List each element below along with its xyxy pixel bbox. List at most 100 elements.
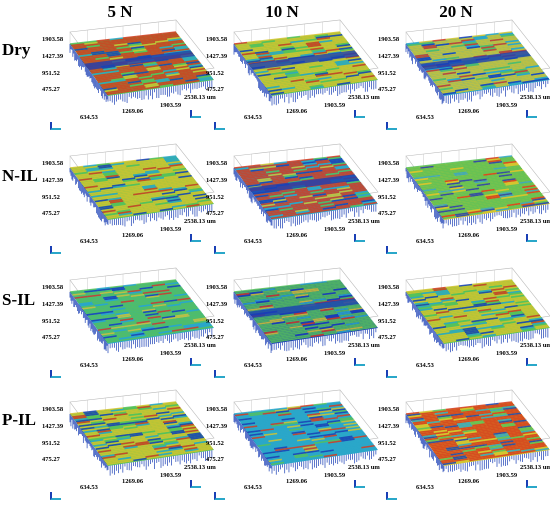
- surface-streak: [264, 330, 278, 335]
- surface-streak: [169, 163, 183, 167]
- surface-streak: [445, 407, 460, 411]
- surface-streak: [84, 431, 98, 435]
- surface-streak: [260, 306, 275, 310]
- surface-streak: [153, 445, 167, 449]
- surface-streak: [148, 439, 163, 443]
- surface-streak: [93, 301, 107, 305]
- surface-streak: [527, 67, 542, 72]
- x-tick-label: 1269.06: [458, 108, 480, 115]
- x-tick-label: 2538.13 um: [520, 218, 550, 225]
- surface-streak: [304, 287, 319, 292]
- surface-streak: [88, 295, 103, 299]
- surface-streak: [303, 408, 317, 412]
- surface-streak: [522, 60, 536, 65]
- surface-streak: [82, 306, 96, 310]
- surface-streak: [342, 193, 356, 198]
- surface-streak: [312, 439, 327, 443]
- surface-streak: [500, 440, 514, 444]
- surface-streak: [167, 284, 181, 289]
- surface-streak: [276, 79, 290, 83]
- surface-streak: [429, 423, 443, 427]
- surface-streak: [445, 304, 460, 308]
- surface-streak: [81, 426, 95, 431]
- surface-streak: [162, 192, 177, 197]
- surface-streak: [450, 330, 464, 334]
- surface-streak: [484, 69, 499, 73]
- surface-streak: [489, 286, 504, 290]
- axis-orientation-icon: [386, 370, 397, 378]
- surface-streak: [179, 441, 194, 445]
- surface-streak: [265, 46, 280, 50]
- surface-streak: [341, 316, 355, 320]
- surface-streak: [85, 310, 99, 315]
- surface-streak: [326, 49, 341, 54]
- surface-streak: [137, 197, 152, 202]
- surface-streak: [246, 58, 260, 62]
- surface-streak: [357, 318, 372, 323]
- surface-streak: [144, 187, 158, 191]
- surface-streak: [87, 189, 102, 194]
- surface-streak: [193, 318, 208, 323]
- surface-streak: [184, 76, 198, 81]
- surface-streak: [188, 433, 202, 438]
- surface-streak: [412, 174, 427, 178]
- surface-streak: [299, 299, 313, 303]
- surface-streak: [151, 159, 166, 163]
- surface-streak: [268, 49, 282, 53]
- surface-streak: [284, 175, 299, 180]
- surface-streak: [312, 50, 326, 54]
- surface-streak: [107, 443, 122, 447]
- surface-streak: [115, 311, 129, 316]
- surface-streak: [333, 58, 347, 62]
- surface-streak: [509, 451, 523, 456]
- surface-streak: [353, 435, 367, 439]
- surface-streak: [189, 65, 203, 69]
- surface-streak: [442, 195, 457, 200]
- surface-streak: [140, 448, 155, 452]
- surface-plot: [69, 389, 215, 476]
- surface-streak: [97, 410, 111, 414]
- surface-streak: [177, 438, 191, 442]
- surface-streak: [169, 77, 184, 81]
- surface-streak: [125, 77, 139, 81]
- surface-streak: [141, 430, 156, 434]
- surface-streak: [419, 40, 433, 44]
- surface-streak: [469, 211, 483, 216]
- surface-streak: [86, 312, 101, 316]
- surface-streak: [88, 47, 103, 51]
- surface-streak: [486, 422, 501, 427]
- surface-streak: [90, 438, 104, 443]
- surface-streak: [279, 433, 293, 438]
- surface-streak: [100, 168, 115, 172]
- surface-streak: [144, 206, 158, 211]
- surface-streak: [335, 412, 350, 416]
- surface-streak: [136, 301, 150, 305]
- surface-streak: [430, 179, 444, 183]
- surface-streak: [428, 176, 442, 180]
- surface-streak: [458, 196, 472, 201]
- surface-streak: [287, 444, 301, 448]
- surface-streak: [426, 174, 441, 178]
- surface-streak: [113, 308, 127, 313]
- surface-streak: [519, 428, 534, 432]
- surface-plot: [69, 19, 215, 105]
- surface-streak: [199, 77, 214, 82]
- surface-streak: [93, 177, 107, 181]
- x-tick-label: 2538.13 um: [348, 94, 380, 101]
- surface-streak: [113, 80, 127, 85]
- surface-streak: [495, 83, 510, 88]
- surface-streak: [125, 162, 139, 166]
- surface-streak: [164, 282, 179, 286]
- surface-streak: [118, 458, 133, 462]
- surface-streak: [129, 331, 144, 335]
- surface-streak: [118, 68, 133, 72]
- surface-streak: [283, 439, 298, 444]
- surface-streak: [431, 56, 445, 60]
- surface-streak: [465, 331, 480, 335]
- surface-streak: [480, 82, 494, 87]
- surface-streak: [451, 433, 465, 438]
- surface-streak: [514, 439, 528, 444]
- surface-streak: [444, 303, 459, 307]
- surface-streak: [142, 327, 156, 332]
- surface-streak: [127, 165, 141, 169]
